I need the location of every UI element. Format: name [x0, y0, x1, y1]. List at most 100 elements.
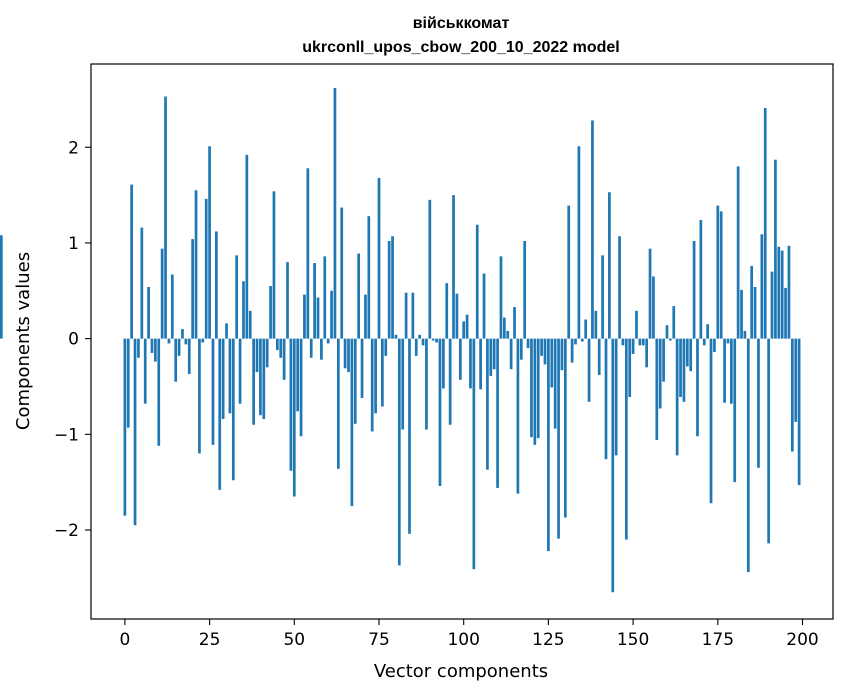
bar — [452, 195, 455, 339]
bar — [618, 236, 621, 339]
bar — [431, 338, 435, 341]
plot-frame — [90, 63, 834, 620]
bar — [740, 289, 743, 339]
bar — [292, 338, 296, 497]
bar — [326, 338, 330, 344]
bar — [181, 329, 184, 339]
bar — [387, 241, 391, 339]
bar — [601, 255, 604, 339]
y-tick-label: −1 — [54, 425, 79, 445]
bar — [303, 294, 306, 339]
bar — [757, 338, 760, 468]
x-tick-label: 0 — [119, 630, 130, 650]
bar — [282, 338, 286, 380]
x-axis-label: Vector components — [374, 661, 548, 682]
bar — [133, 338, 137, 526]
bar — [662, 338, 665, 382]
bar — [130, 184, 134, 339]
bar — [201, 338, 205, 343]
bar — [641, 338, 645, 346]
bar — [465, 314, 469, 339]
bar — [150, 338, 154, 353]
bars-group — [0, 87, 801, 593]
y-tick-label: 2 — [68, 138, 79, 158]
bar — [313, 263, 316, 339]
chart-subtitle: ukrconll_upos_cbow_200_10_2022 model — [302, 39, 619, 56]
bar — [723, 338, 726, 403]
bar — [438, 338, 442, 486]
bar — [787, 245, 791, 339]
bar — [320, 338, 323, 360]
bar — [340, 207, 344, 339]
x-tick-label: 50 — [283, 630, 305, 650]
x-tick-label: 175 — [702, 630, 734, 650]
bar — [347, 338, 350, 373]
bar — [753, 286, 757, 339]
bar — [479, 338, 482, 390]
bar — [259, 338, 262, 416]
bar — [489, 338, 493, 376]
bar — [462, 321, 466, 339]
bar — [296, 338, 300, 412]
bar — [770, 271, 774, 339]
bar — [563, 338, 567, 518]
bar — [269, 286, 272, 339]
bar — [469, 338, 472, 389]
bar — [709, 338, 713, 504]
bar — [316, 297, 320, 339]
bar — [191, 239, 194, 339]
bar — [157, 338, 161, 446]
bar — [719, 211, 723, 339]
x-tick-label: 75 — [368, 630, 390, 650]
bar — [533, 338, 537, 445]
bar — [265, 338, 269, 368]
bar — [689, 338, 693, 372]
bar — [509, 338, 513, 370]
bar — [333, 87, 337, 339]
bar — [750, 265, 754, 339]
bar — [621, 338, 625, 346]
bar — [472, 338, 476, 570]
bar — [486, 338, 489, 470]
bar — [330, 290, 333, 339]
bar — [645, 338, 649, 368]
bar — [418, 334, 421, 339]
bar — [154, 338, 157, 362]
bar — [570, 338, 574, 363]
bar — [730, 338, 733, 404]
bar — [550, 338, 554, 388]
bar — [631, 338, 635, 354]
bar — [611, 338, 615, 593]
bar — [685, 338, 689, 367]
bar — [408, 338, 411, 534]
bar — [374, 338, 377, 414]
bar — [648, 248, 652, 339]
bar — [204, 198, 208, 339]
bar — [262, 338, 266, 420]
bar — [482, 273, 486, 339]
x-tick-label: 200 — [786, 630, 818, 650]
bar — [780, 250, 784, 339]
bar — [435, 338, 438, 343]
bar — [519, 338, 523, 360]
bar — [458, 338, 462, 380]
bar — [174, 338, 178, 382]
y-axis-ticks: −2 −1 0 1 2 — [54, 138, 91, 541]
bar — [652, 276, 655, 339]
bar — [587, 338, 591, 402]
bar — [638, 338, 642, 346]
bar — [763, 108, 767, 339]
bar — [248, 310, 252, 339]
bar — [760, 234, 764, 339]
bar — [597, 338, 601, 375]
bar — [713, 338, 716, 353]
bar — [211, 338, 215, 445]
bar — [194, 190, 198, 339]
bar — [777, 246, 781, 339]
bar — [275, 338, 279, 351]
bar — [225, 323, 228, 339]
bar — [658, 338, 662, 409]
bar — [692, 241, 696, 339]
